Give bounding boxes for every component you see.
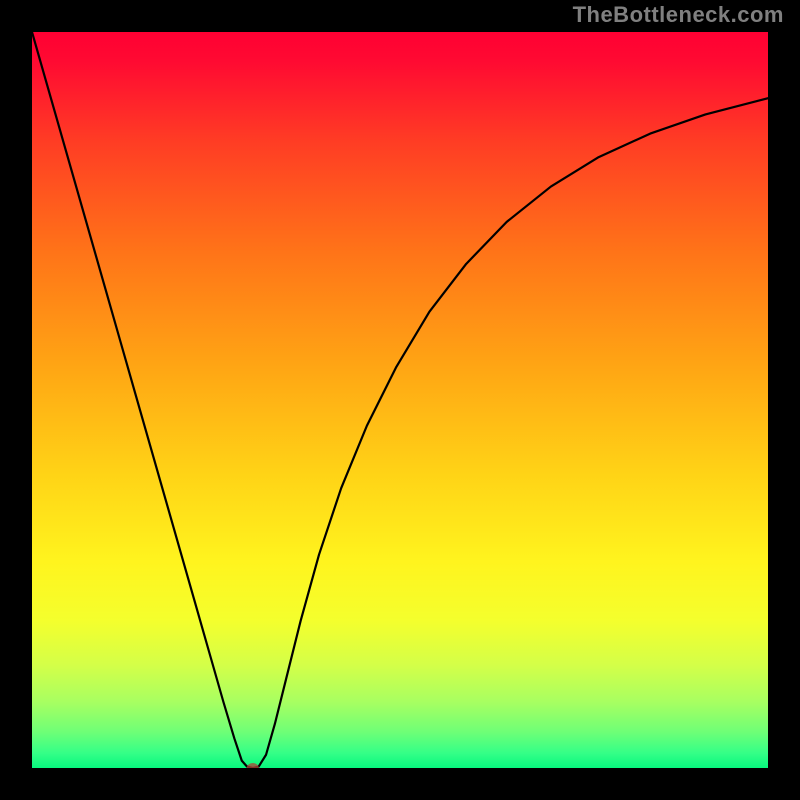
gradient-background	[32, 32, 768, 768]
chart-plot-area	[32, 32, 768, 768]
watermark-text: TheBottleneck.com	[573, 2, 784, 28]
bottleneck-heatmap-chart	[32, 32, 768, 768]
